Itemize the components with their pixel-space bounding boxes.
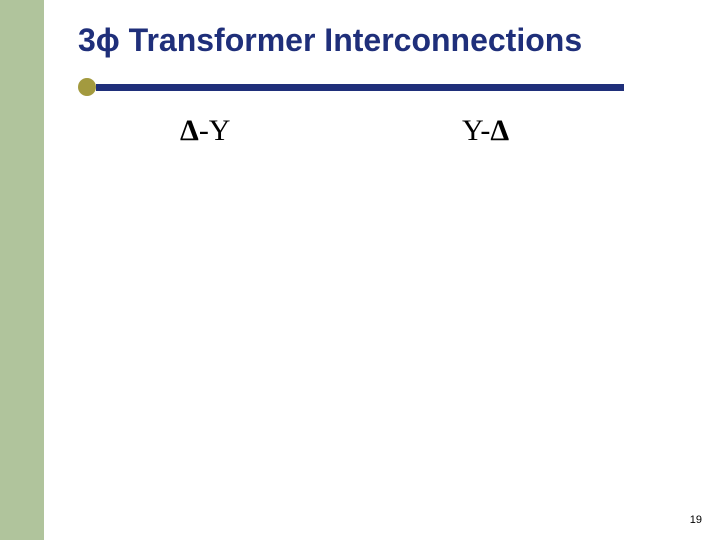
delta-symbol: Δ [490,114,509,147]
slide-content: 3ϕ Transformer Interconnections Δ-Y Y-Δ … [44,0,720,540]
divider-bullet-icon [78,78,96,96]
slide-title: 3ϕ Transformer Interconnections [78,22,582,59]
subheading-right-pre: Y- [462,114,490,147]
divider-line [96,84,624,91]
subheading-delta-y: Δ-Y [180,114,230,148]
subheading-y-delta: Y-Δ [462,114,509,148]
delta-symbol: Δ [180,114,199,147]
title-text: 3ϕ Transformer Interconnections [78,22,582,58]
page-number-text: 19 [690,514,702,526]
title-divider [78,78,624,96]
left-sidebar [0,0,44,540]
page-number: 19 [690,514,702,526]
slide: 3ϕ Transformer Interconnections Δ-Y Y-Δ … [0,0,720,540]
subheading-left-rest: -Y [199,114,231,147]
